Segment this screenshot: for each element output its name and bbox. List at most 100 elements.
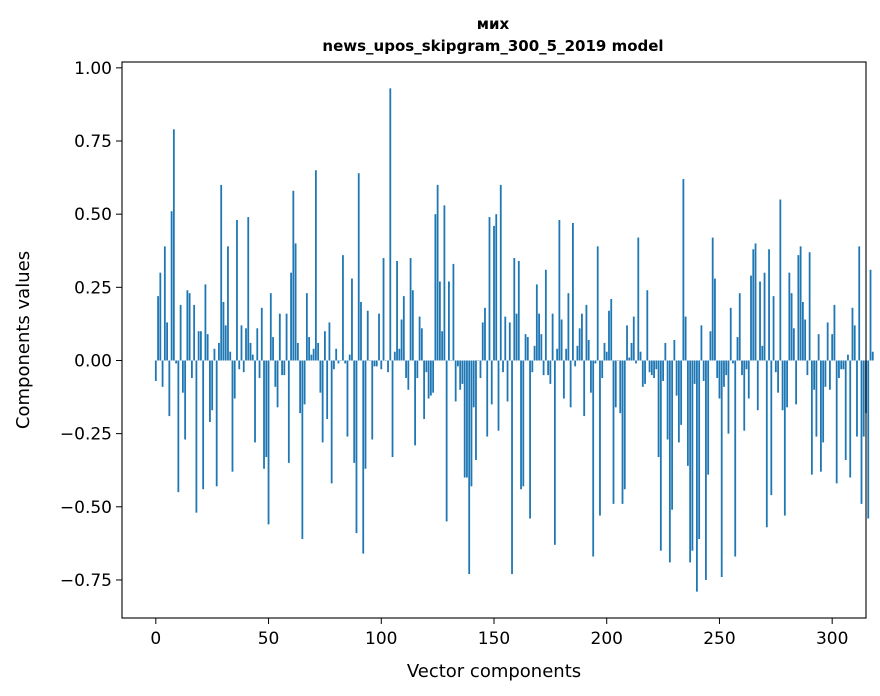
bar: [301, 360, 304, 539]
bar: [560, 319, 563, 361]
bar: [454, 360, 457, 402]
bar: [484, 307, 486, 361]
bar: [858, 246, 861, 361]
bar: [567, 293, 570, 361]
bar: [862, 360, 865, 437]
bar: [166, 322, 168, 361]
x-tick-label: 250: [703, 629, 735, 649]
bar: [747, 360, 750, 399]
bar: [635, 360, 637, 364]
bar: [689, 360, 692, 563]
bar: [229, 351, 232, 361]
bar: [184, 360, 187, 440]
x-tick-label: 100: [365, 629, 397, 649]
bar: [260, 307, 263, 361]
bar: [788, 272, 791, 361]
chart-title-line1: мих: [477, 15, 510, 33]
bar: [441, 331, 444, 361]
bar: [416, 360, 419, 379]
bar: [783, 360, 786, 516]
bar: [524, 334, 527, 361]
bar: [423, 360, 426, 420]
bar: [457, 360, 459, 367]
bar: [436, 184, 439, 361]
bar: [619, 360, 622, 414]
bar: [871, 351, 874, 361]
bar: [475, 360, 477, 460]
bar: [632, 316, 635, 361]
bar: [418, 316, 421, 361]
bar: [547, 360, 550, 376]
bar: [373, 360, 376, 367]
bar: [177, 360, 180, 493]
bar: [533, 345, 536, 361]
bar: [711, 237, 714, 361]
bar: [646, 290, 649, 361]
bar: [553, 360, 556, 545]
bar: [736, 337, 739, 361]
bar: [402, 296, 405, 361]
bar: [504, 316, 507, 361]
bar: [677, 360, 680, 443]
bar: [680, 360, 683, 425]
bar: [308, 337, 311, 361]
bar: [389, 88, 392, 361]
y-tick-label: −0.25: [60, 425, 112, 445]
bar: [621, 360, 624, 504]
bar: [371, 360, 374, 440]
bar: [829, 360, 831, 390]
bar: [202, 360, 205, 490]
bar: [700, 325, 703, 361]
bar: [281, 360, 283, 376]
bar: [425, 360, 428, 373]
bar: [693, 360, 696, 384]
y-tick-label: −0.50: [60, 498, 112, 518]
bar: [815, 360, 818, 437]
bar: [853, 325, 856, 361]
bar: [558, 220, 561, 361]
bar: [556, 348, 559, 361]
bar: [684, 316, 687, 361]
bar: [774, 360, 777, 373]
bar: [508, 322, 511, 361]
bar: [761, 345, 764, 361]
bar: [258, 360, 261, 379]
bar: [601, 360, 604, 379]
bar: [346, 360, 349, 437]
bar: [206, 334, 209, 361]
bar: [502, 360, 504, 373]
bar: [847, 354, 849, 361]
bar: [274, 360, 277, 387]
bar: [714, 278, 716, 361]
bar: [644, 360, 646, 384]
bar: [653, 360, 655, 379]
bar: [752, 249, 755, 361]
bar: [278, 313, 281, 361]
bar: [197, 331, 200, 361]
bar: [245, 328, 247, 361]
bar: [499, 184, 502, 361]
bar: [434, 214, 437, 361]
bar: [443, 205, 446, 361]
bar: [335, 348, 338, 361]
bar: [285, 313, 288, 361]
bar: [396, 260, 398, 361]
bar: [844, 360, 847, 460]
bar: [707, 360, 710, 475]
bar: [200, 331, 202, 361]
y-tick-label: 0.50: [74, 205, 112, 225]
bar: [522, 360, 525, 487]
chart-title-line2: news_upos_skipgram_300_5_2019 model: [322, 37, 663, 55]
bar: [768, 249, 770, 361]
bar: [813, 360, 816, 390]
bar: [314, 170, 317, 361]
bar: [856, 360, 858, 437]
bar: [666, 360, 669, 440]
bar: [438, 281, 441, 361]
bar: [668, 360, 671, 563]
bar: [551, 313, 554, 361]
bar: [240, 325, 243, 361]
bar: [535, 284, 538, 361]
bar: [565, 348, 568, 361]
